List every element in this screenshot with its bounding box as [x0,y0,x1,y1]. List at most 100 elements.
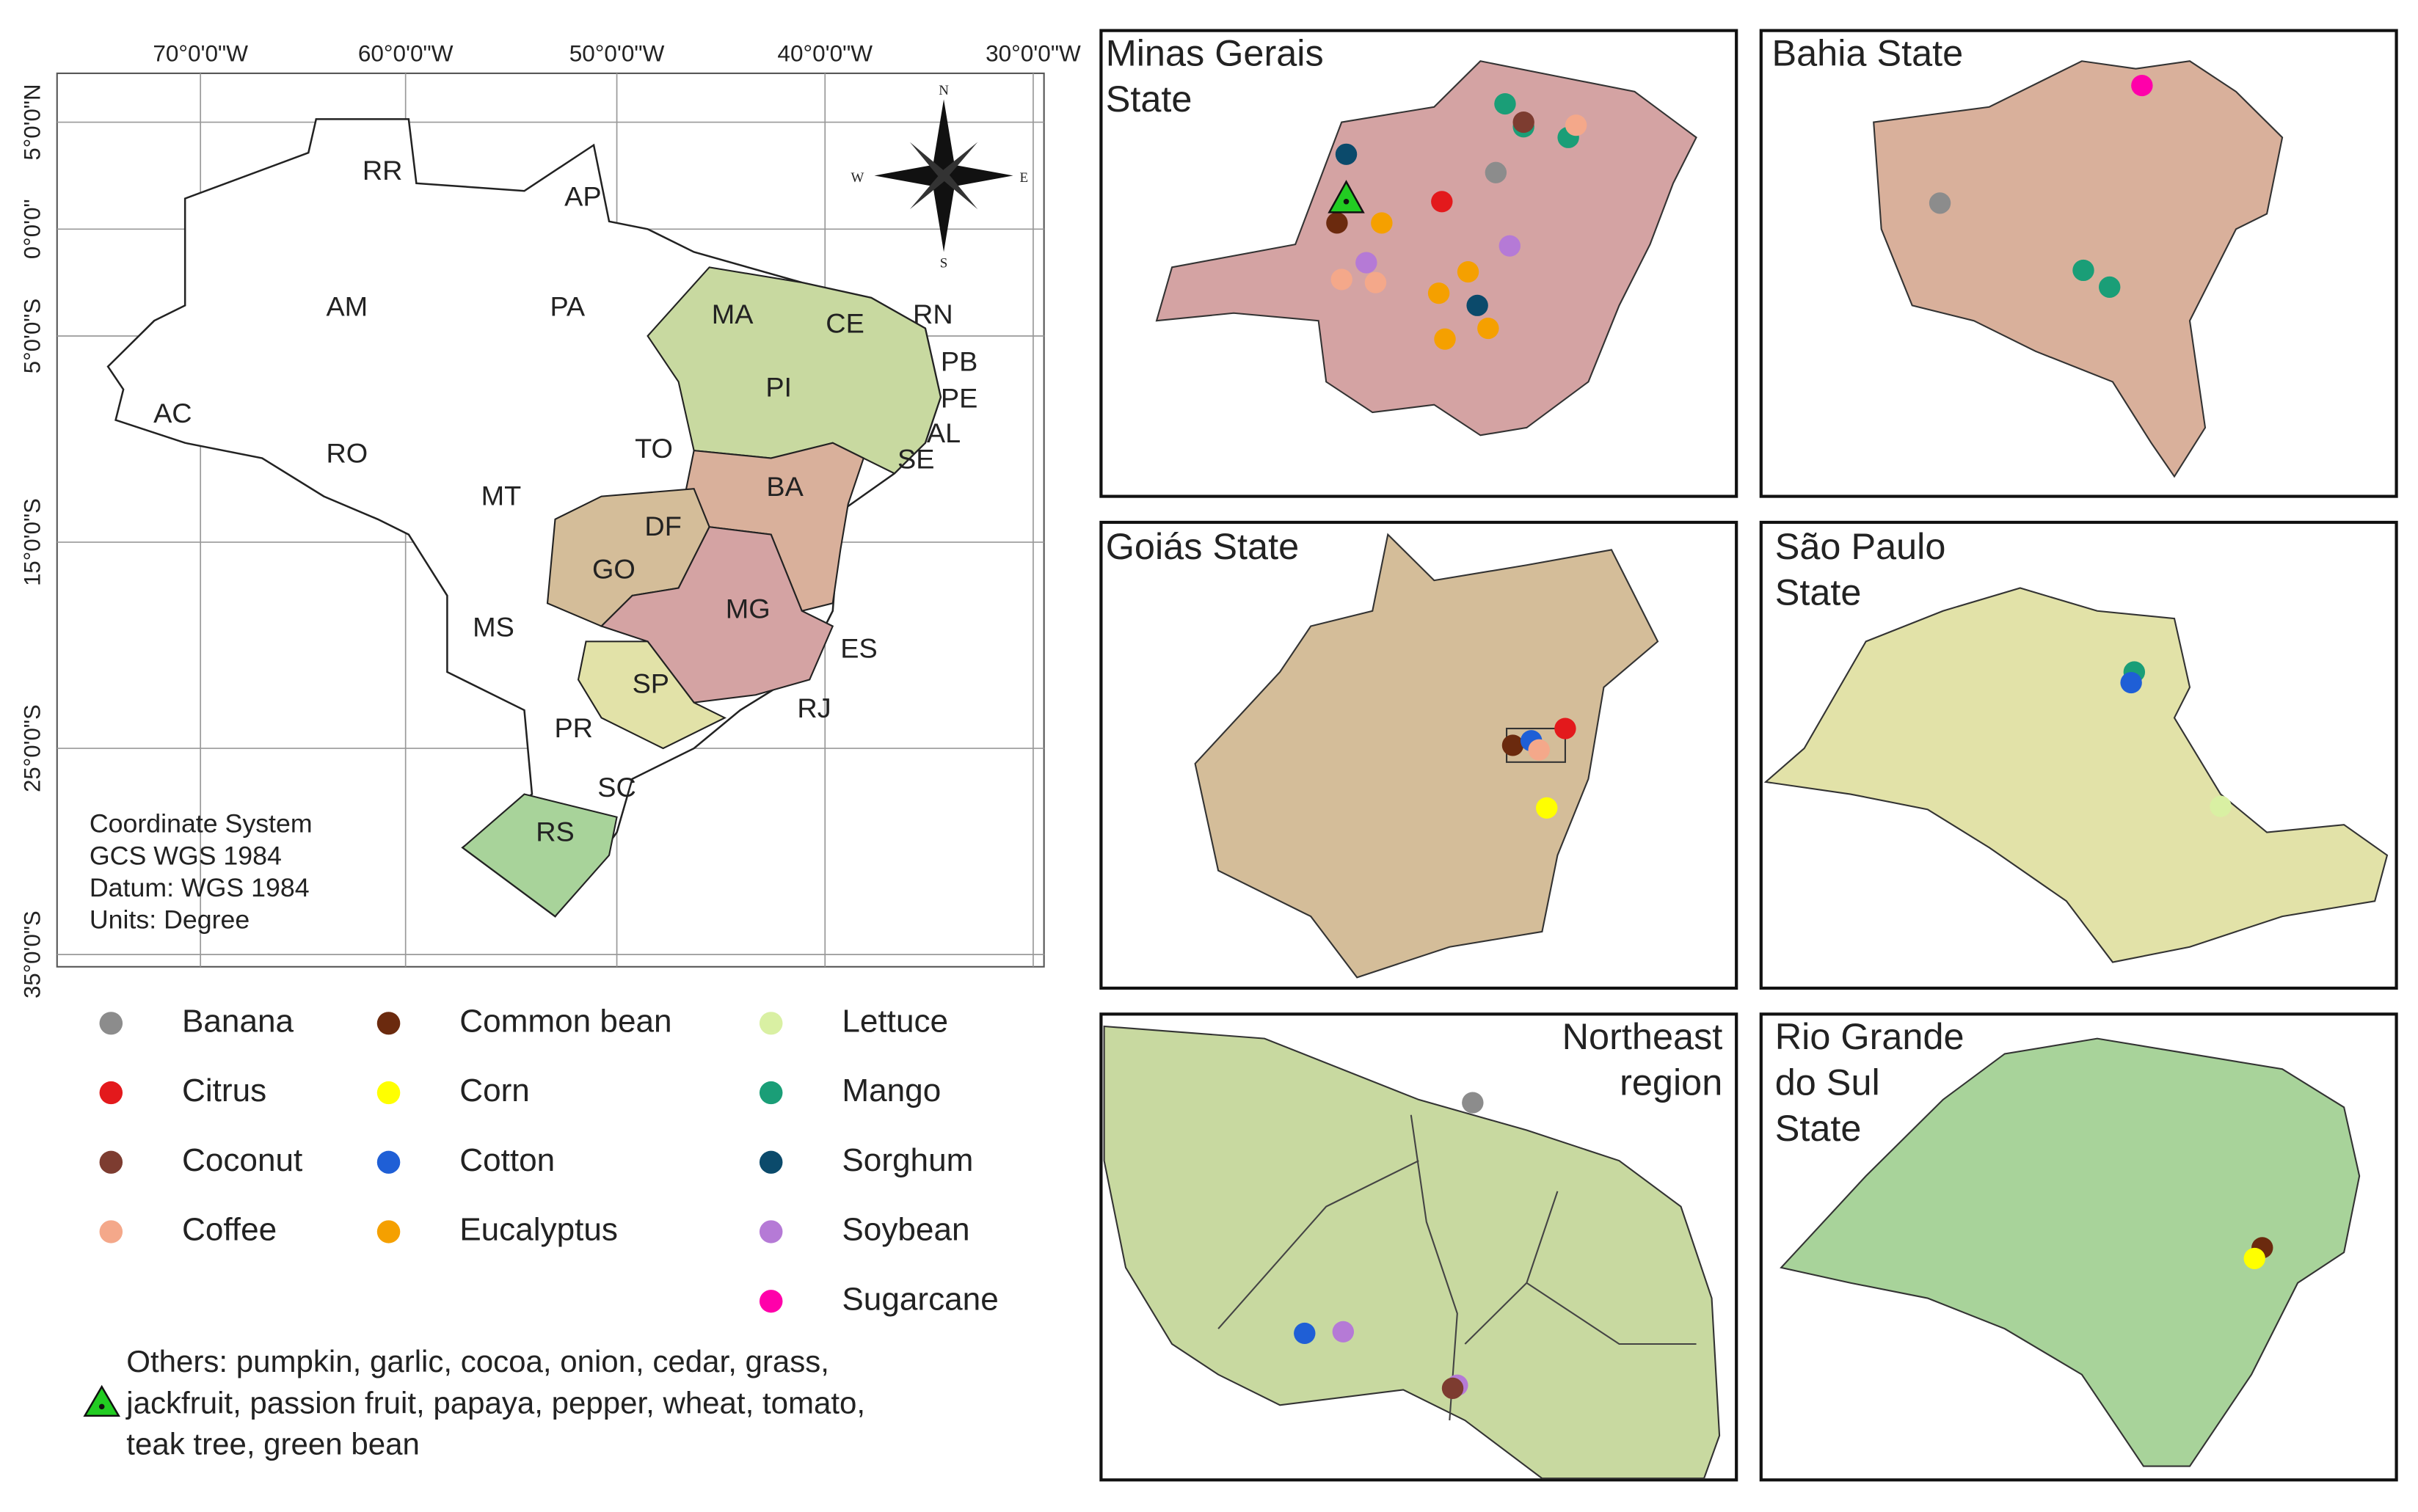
state-label: PR [554,712,593,743]
crop-point [1929,192,1951,214]
crop-point [1332,1321,1355,1343]
legend-swatch [759,1220,783,1243]
compass-label: N [939,83,949,98]
latitude-label: 5°0'0"N [20,84,45,160]
legend-label: Coffee [182,1212,277,1248]
state-label: MT [481,481,522,511]
compass-label: W [851,170,864,186]
legend-label: Coconut [182,1142,302,1178]
panel-title: do Sul [1775,1062,1880,1103]
state-label: PE [941,382,977,413]
state-label: TO [635,433,673,464]
inset-panel: Rio Grande do Sul State [1759,1012,2398,1482]
legend-others: Others: pumpkin, garlic, cocoa, onion, c… [126,1344,829,1378]
crop-point [1535,797,1558,819]
crop-point [1431,191,1453,213]
state-sao-paulo [577,640,727,750]
state-label: MA [712,299,754,329]
panel-title: State [1775,1108,1862,1149]
longitude-label: 30°0'0"W [986,40,1081,66]
others-point [1328,180,1365,213]
state-label: ES [840,633,877,664]
state-label: GO [592,554,636,585]
legend-label: Sugarcane [842,1281,998,1317]
longitude-label: 60°0'0"W [358,40,454,66]
latitude-label: 5°0'0"S [20,299,45,373]
crop-point [1371,212,1393,234]
crop-point [2210,795,2232,817]
legend-swatch [99,1081,123,1105]
legend-swatch [376,1081,401,1105]
state-label: RO [326,437,368,468]
legend-swatch [759,1081,783,1105]
panel-title: Northeast [1562,1016,1723,1057]
crop-point [1565,114,1587,136]
legend-swatch [99,1150,123,1174]
crop-point [1485,161,1507,183]
crop-point [2099,276,2121,298]
crop-point [2131,75,2153,97]
state-label: RN [913,299,953,329]
state-label: MS [473,612,514,643]
panel-region [1194,533,1659,979]
inset-panel: Goiás State [1099,520,1738,990]
coordinate-note: Coordinate System [90,809,313,839]
legend-swatch [99,1220,123,1243]
legend-swatch [759,1012,783,1035]
state-label: AL [927,417,961,448]
crop-point [2120,672,2142,694]
state-label: AC [153,398,192,428]
crop-point [1457,260,1479,283]
crop-point [1494,92,1516,115]
state-label: AM [326,291,368,322]
crop-point [1427,282,1450,304]
crop-point [1330,269,1352,291]
panel-region [1103,1025,1721,1480]
longitude-label: 40°0'0"W [777,40,873,66]
crop-point [1326,212,1348,234]
latitude-label: 0°0'0" [20,199,45,259]
crop-point [1294,1322,1316,1344]
crop-point [2243,1247,2265,1269]
legend-swatch [376,1012,401,1035]
compass-label: E [1020,170,1029,186]
crop-point [1501,734,1524,756]
legend-swatch [759,1150,783,1174]
legend-others: teak tree, green bean [126,1427,420,1461]
crop-point [1466,294,1488,316]
crop-point [1335,143,1358,165]
crop-point [1441,1377,1464,1399]
legend-others-symbol [83,1384,120,1417]
panel-title: State [1775,572,1862,613]
panel-title: Goiás State [1106,526,1299,567]
legend-label: Citrus [182,1073,266,1109]
panel-region [1763,587,2389,963]
compass-rose-diag [909,142,978,210]
legend-label: Soybean [842,1212,969,1248]
coordinate-note: Units: Degree [90,905,250,935]
legend-swatch [99,1012,123,1035]
crop-point [1477,318,1499,340]
legend-others-dot [98,1403,105,1410]
state-label: PB [941,346,977,377]
inset-panel: Northeast region [1099,1012,1738,1482]
state-label: SE [897,444,934,475]
crop-point [1462,1092,1484,1114]
legend-others: jackfruit, passion fruit, papaya, pepper… [125,1385,865,1420]
longitude-label: 70°0'0"W [153,40,248,66]
legend-swatch [376,1220,401,1243]
state-label: BA [766,471,804,502]
legend-label: Eucalyptus [459,1212,618,1248]
state-label: SC [597,772,636,803]
legend-label: Corn [459,1073,530,1109]
panel-title: region [1620,1062,1722,1103]
legend-swatch [376,1150,401,1174]
state-label: PA [550,291,586,322]
state-label: CE [826,307,864,338]
state-label: RJ [797,693,831,723]
state-label: RS [536,817,575,847]
panel-region [1780,1037,2361,1467]
panel-borders [1217,1114,1697,1421]
